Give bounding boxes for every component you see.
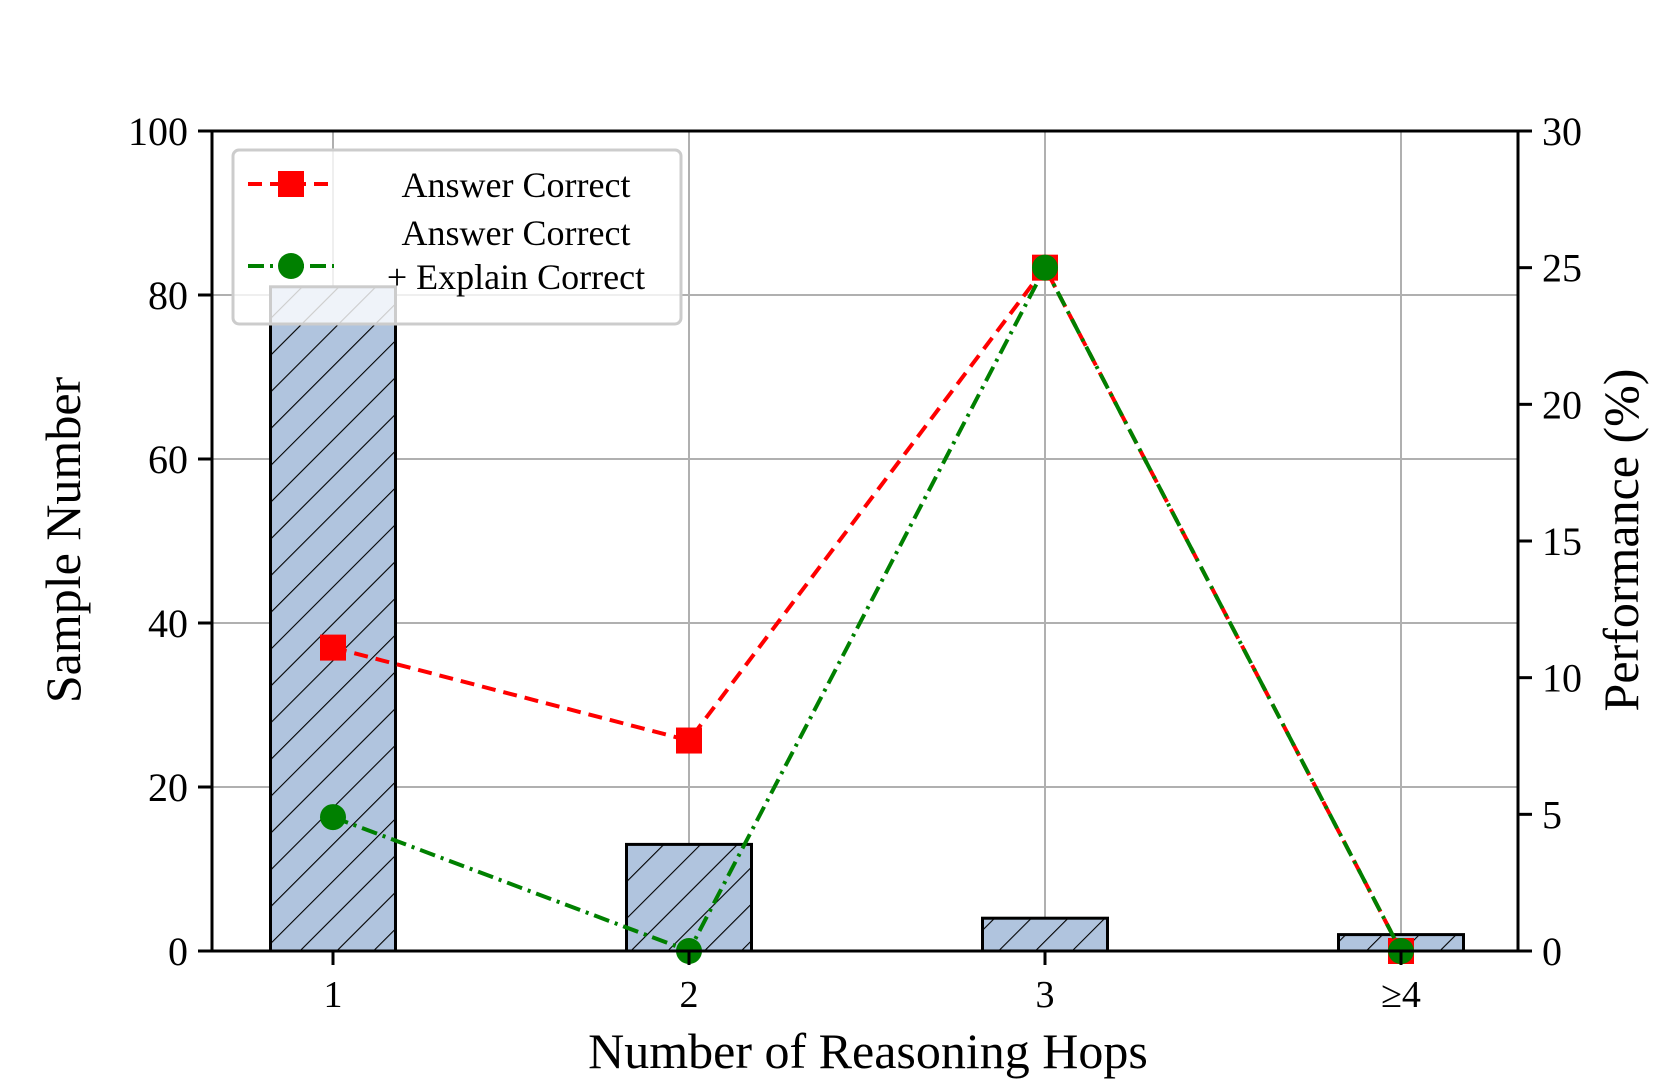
- y-left-tick-label: 40: [148, 601, 188, 646]
- series-line-2: [332, 263, 1403, 954]
- y-right-tick-label: 25: [1542, 246, 1582, 291]
- x-tick-label: ≥4: [1381, 974, 1421, 1016]
- y-left-tick-label: 60: [148, 437, 188, 482]
- y-right-tick-label: 15: [1542, 519, 1582, 564]
- y-axis-right-label: Performance (%): [1593, 369, 1649, 712]
- legend-box: [231, 148, 683, 326]
- legend-label-2-line-2: + Explain Correct: [387, 257, 645, 297]
- y-left-tick-label: 20: [148, 765, 188, 810]
- data-point-square: [320, 634, 346, 661]
- legend-marker-square: [278, 171, 304, 197]
- bar-hatch: [269, 285, 397, 953]
- y-left-tick-label: 80: [148, 273, 188, 318]
- data-point-square: [676, 727, 702, 754]
- legend-label-1: Answer Correct: [402, 165, 631, 205]
- y-left-tick-label: 0: [168, 929, 188, 974]
- data-point-circle: [320, 804, 346, 831]
- legend-marker-circle: [278, 253, 304, 279]
- y-right-tick-label: 20: [1542, 382, 1582, 427]
- y-right-tick-label: 5: [1542, 792, 1562, 837]
- bars: [269, 285, 1465, 953]
- x-axis-label: Number of Reasoning Hops: [588, 1023, 1148, 1079]
- x-tick-label: 3: [1036, 974, 1055, 1016]
- lines: [320, 254, 1414, 964]
- y-axis-left-label: Sample Number: [35, 376, 91, 703]
- axes: 0 20 40 60 80 100 0 5 10 15 20 25 30 1 2 3 ≥4: [128, 109, 1582, 1016]
- y-right-tick-label: 10: [1542, 656, 1582, 701]
- bar-hatch: [981, 916, 1109, 953]
- y-right-tick-label: 0: [1542, 929, 1562, 974]
- x-tick-label: 1: [324, 974, 343, 1016]
- legend-label-2-line-1: Answer Correct: [402, 213, 631, 253]
- x-tick-label: 2: [680, 974, 699, 1016]
- series-line-1: [332, 263, 1403, 952]
- y-right-tick-label: 30: [1542, 109, 1582, 154]
- y-left-tick-label: 100: [128, 109, 188, 154]
- data-point-circle: [1032, 254, 1058, 281]
